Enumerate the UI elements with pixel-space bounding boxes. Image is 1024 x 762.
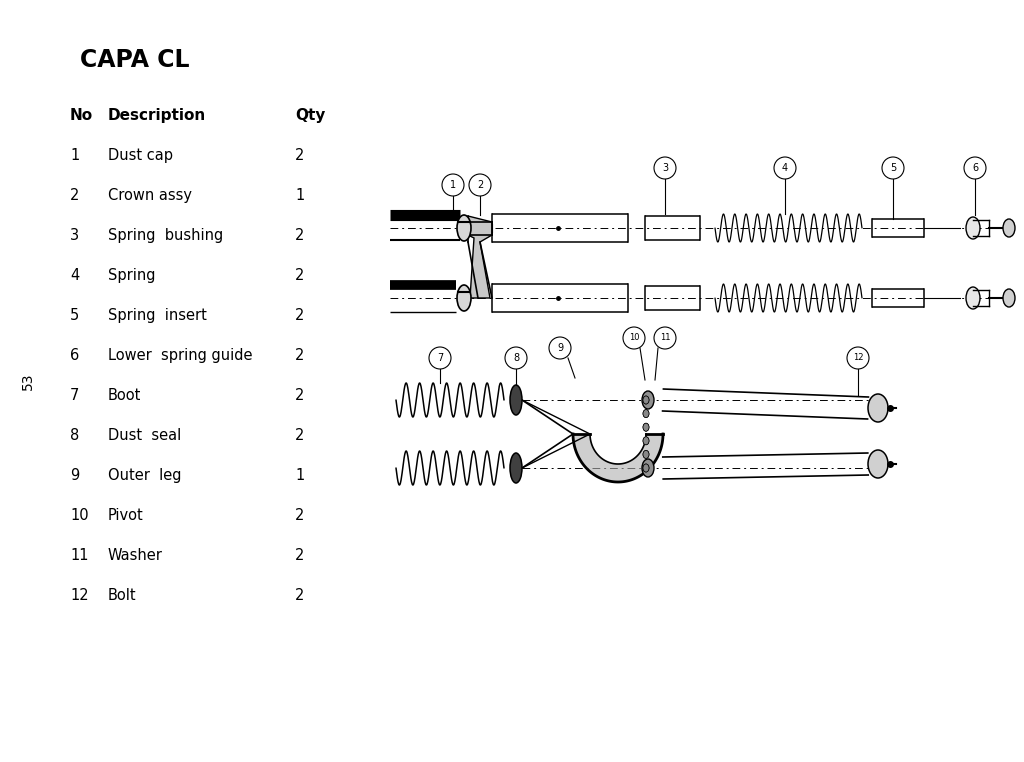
- Ellipse shape: [643, 437, 649, 445]
- Ellipse shape: [643, 437, 649, 445]
- Text: Washer: Washer: [108, 548, 163, 563]
- Text: Crown assy: Crown assy: [108, 188, 193, 203]
- Text: 3: 3: [662, 163, 668, 173]
- Text: 6: 6: [70, 348, 79, 363]
- Circle shape: [847, 347, 869, 369]
- Text: 1: 1: [70, 148, 79, 163]
- Text: Lower  spring guide: Lower spring guide: [108, 348, 253, 363]
- Text: Pivot: Pivot: [108, 508, 143, 523]
- Text: 4: 4: [782, 163, 788, 173]
- Circle shape: [654, 327, 676, 349]
- Text: 1: 1: [295, 468, 304, 483]
- Circle shape: [442, 174, 464, 196]
- Ellipse shape: [643, 423, 649, 431]
- Text: 5: 5: [70, 308, 79, 323]
- Ellipse shape: [643, 410, 649, 418]
- Text: CAPA CL: CAPA CL: [80, 48, 189, 72]
- Ellipse shape: [1002, 289, 1015, 307]
- Text: 2: 2: [295, 148, 304, 163]
- Text: Dust  seal: Dust seal: [108, 428, 181, 443]
- Text: 6: 6: [972, 163, 978, 173]
- Text: Qty: Qty: [295, 108, 326, 123]
- Polygon shape: [468, 216, 492, 298]
- Circle shape: [469, 174, 490, 196]
- Text: 12: 12: [853, 354, 863, 363]
- Text: 9: 9: [70, 468, 79, 483]
- Text: 3: 3: [70, 228, 79, 243]
- Text: 2: 2: [295, 388, 304, 403]
- Ellipse shape: [966, 287, 980, 309]
- Text: 53: 53: [22, 373, 35, 389]
- Circle shape: [654, 157, 676, 179]
- Text: 5: 5: [890, 163, 896, 173]
- Circle shape: [505, 347, 527, 369]
- Text: 1: 1: [450, 180, 456, 190]
- Text: 2: 2: [295, 308, 304, 323]
- Text: 2: 2: [295, 588, 304, 603]
- Text: Spring  insert: Spring insert: [108, 308, 207, 323]
- Circle shape: [964, 157, 986, 179]
- Text: Dust cap: Dust cap: [108, 148, 173, 163]
- Text: Outer  leg: Outer leg: [108, 468, 181, 483]
- Ellipse shape: [643, 450, 649, 459]
- Text: 12: 12: [70, 588, 89, 603]
- Text: Bolt: Bolt: [108, 588, 136, 603]
- Ellipse shape: [510, 453, 522, 483]
- Text: 1: 1: [295, 188, 304, 203]
- Text: 2: 2: [295, 508, 304, 523]
- Text: 2: 2: [295, 348, 304, 363]
- Ellipse shape: [643, 464, 649, 472]
- Text: 7: 7: [437, 353, 443, 363]
- Ellipse shape: [643, 396, 649, 404]
- Text: No: No: [70, 108, 93, 123]
- Text: 4: 4: [70, 268, 79, 283]
- Text: 2: 2: [295, 268, 304, 283]
- Text: Description: Description: [108, 108, 206, 123]
- Ellipse shape: [868, 394, 888, 422]
- Text: 11: 11: [70, 548, 88, 563]
- Text: 8: 8: [70, 428, 79, 443]
- Text: 10: 10: [70, 508, 89, 523]
- Circle shape: [623, 327, 645, 349]
- Ellipse shape: [643, 450, 649, 459]
- Ellipse shape: [457, 215, 471, 241]
- Text: 9: 9: [557, 343, 563, 353]
- Ellipse shape: [643, 396, 649, 404]
- Text: 11: 11: [659, 334, 671, 342]
- Text: 2: 2: [477, 180, 483, 190]
- Ellipse shape: [868, 450, 888, 478]
- Circle shape: [429, 347, 451, 369]
- Ellipse shape: [643, 423, 649, 431]
- Polygon shape: [573, 434, 663, 482]
- Circle shape: [774, 157, 796, 179]
- Circle shape: [549, 337, 571, 359]
- Ellipse shape: [966, 217, 980, 239]
- Ellipse shape: [642, 459, 654, 477]
- Ellipse shape: [643, 464, 649, 472]
- Text: 2: 2: [295, 228, 304, 243]
- Ellipse shape: [642, 391, 654, 409]
- Text: Boot: Boot: [108, 388, 141, 403]
- Ellipse shape: [643, 410, 649, 418]
- Text: 2: 2: [295, 428, 304, 443]
- Text: 2: 2: [70, 188, 80, 203]
- Text: Spring  bushing: Spring bushing: [108, 228, 223, 243]
- Ellipse shape: [510, 385, 522, 415]
- Text: 2: 2: [295, 548, 304, 563]
- Ellipse shape: [457, 285, 471, 311]
- Ellipse shape: [1002, 219, 1015, 237]
- Circle shape: [882, 157, 904, 179]
- Text: 7: 7: [70, 388, 80, 403]
- Text: Spring: Spring: [108, 268, 156, 283]
- Text: 8: 8: [513, 353, 519, 363]
- Text: 10: 10: [629, 334, 639, 342]
